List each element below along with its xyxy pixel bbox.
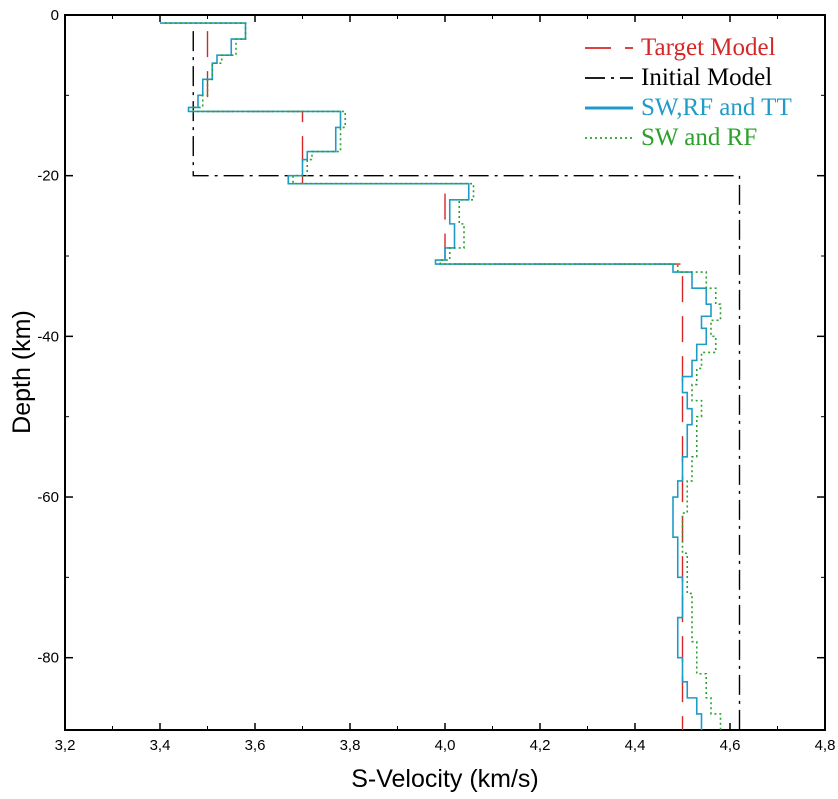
x-axis-title: S-Velocity (km/s) (351, 765, 539, 793)
legend-item-sw-and-rf: SW and RF (585, 124, 757, 151)
y-tick-label: 0 (51, 7, 59, 24)
x-tick-label: 4,2 (530, 737, 551, 754)
x-tick-label: 3,4 (150, 737, 171, 754)
x-tick-label: 3,6 (245, 737, 266, 754)
y-tick-label: -80 (37, 650, 59, 667)
y-tick-label: -20 (37, 168, 59, 185)
legend-label: Initial Model (641, 64, 772, 91)
series-line-sw-and-rf (164, 22, 722, 730)
y-axis-title: Depth (km) (8, 310, 36, 434)
y-axis-ticks: 0 -20 -40 -60 -80 (37, 7, 825, 667)
x-tick-label: 4,0 (435, 737, 456, 754)
series-target-model (206, 31, 684, 730)
x-axis-ticks: 3,2 3,4 3,6 3,8 4,0 4,2 4,4 4,6 4,8 (55, 15, 836, 754)
legend-label: SW,RF and TT (641, 94, 792, 121)
x-tick-label: 3,8 (340, 737, 361, 754)
series-line-sw-rf-and-tt (160, 22, 712, 730)
series-line-initial-model (192, 31, 741, 730)
x-tick-label: 4,8 (815, 737, 836, 754)
plot-area-frame (64, 14, 826, 731)
series-layer (160, 22, 741, 730)
x-tick-label: 4,4 (625, 737, 646, 754)
y-tick-label: -40 (37, 328, 59, 345)
x-tick-label: 4,6 (720, 737, 741, 754)
series-sw-rf-and-tt (160, 22, 712, 730)
legend-label: SW and RF (641, 124, 757, 151)
series-initial-model (192, 31, 741, 730)
x-tick-label: 3,2 (55, 737, 76, 754)
legend: Target Model Initial Model SW,RF and TT SW … (585, 34, 792, 151)
legend-item-initial-model: Initial Model (585, 64, 772, 91)
y-tick-label: -60 (37, 489, 59, 506)
series-sw-and-rf (164, 22, 722, 730)
legend-item-target-model: Target Model (585, 34, 776, 61)
legend-item-sw-rf-and-tt: SW,RF and TT (585, 94, 792, 121)
series-line-target-model (206, 31, 684, 730)
legend-label: Target Model (641, 34, 776, 61)
